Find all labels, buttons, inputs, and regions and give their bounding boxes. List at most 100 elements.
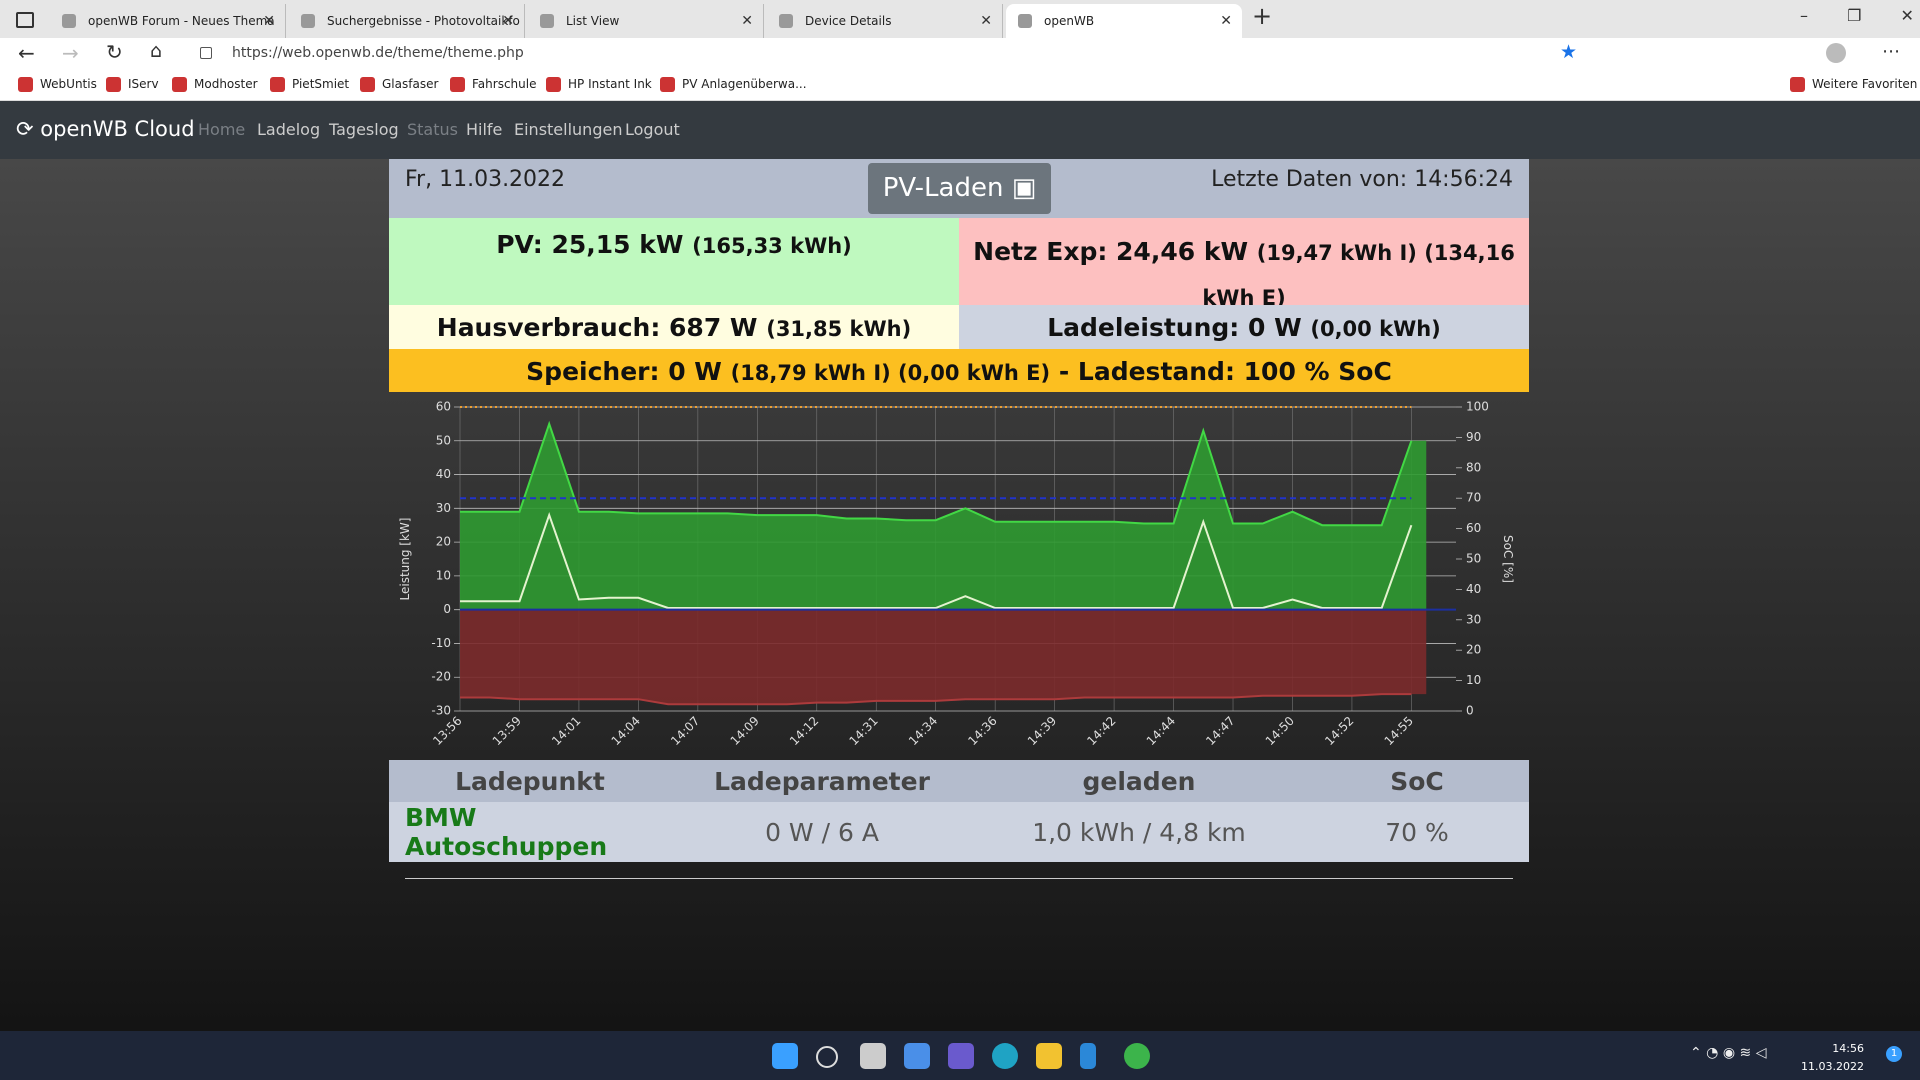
tab-actions-icon[interactable] — [16, 12, 34, 28]
nav-link[interactable]: Tageslog — [329, 120, 399, 139]
taskbar-app[interactable] — [860, 1043, 886, 1069]
x-tick-label: 14:31 — [846, 714, 880, 748]
nav-link[interactable]: Home — [198, 120, 246, 139]
header-row: Fr, 11.03.2022 PV-Laden ▣ Letzte Daten v… — [389, 159, 1529, 218]
last-data: Letzte Daten von: 14:56:24 — [1211, 167, 1513, 192]
x-tick-label: 14:12 — [787, 714, 821, 748]
tab-close[interactable]: ✕ — [741, 13, 753, 29]
nav-link[interactable]: Status — [407, 120, 458, 139]
storage-detail: (18,79 kWh I) (0,00 kWh E) — [730, 361, 1051, 385]
back-button[interactable]: ← — [18, 41, 35, 65]
tab-title: Suchergebnisse - Photovoltaikfo — [327, 14, 520, 28]
area — [460, 423, 1427, 610]
tab-close[interactable]: ✕ — [1220, 13, 1232, 29]
taskbar-app[interactable] — [1124, 1043, 1150, 1069]
grid-stat: Netz Exp: 24,46 kW (19,47 kWh I) (134,16… — [959, 218, 1529, 310]
nav-link[interactable]: Einstellungen — [514, 120, 623, 139]
profile[interactable] — [1826, 43, 1846, 63]
lock-icon — [200, 47, 212, 59]
taskbar-app[interactable] — [992, 1043, 1018, 1069]
tab-close[interactable]: ✕ — [263, 13, 275, 29]
storage-stat: Speicher: 0 W (18,79 kWh I) (0,00 kWh E)… — [389, 349, 1529, 392]
area-edge — [460, 693, 1412, 706]
tab-close[interactable]: ✕ — [502, 13, 514, 29]
column-header: SoC — [1305, 760, 1529, 802]
bookmark[interactable]: WebUntis — [18, 77, 97, 92]
bookmark[interactable]: Glasfaser — [360, 77, 438, 92]
nav-link[interactable]: Logout — [625, 120, 680, 139]
notification-badge[interactable]: 1 — [1886, 1046, 1902, 1062]
y2-tick-label: 10 — [1466, 673, 1481, 687]
y2-tick-label: 50 — [1466, 552, 1481, 566]
cell: 70 % — [1305, 802, 1529, 862]
nav-link[interactable]: Ladelog — [257, 120, 321, 139]
home-button[interactable]: ⌂ — [150, 40, 163, 62]
y-tick-label: 40 — [436, 467, 451, 481]
y-tick-label: -20 — [431, 670, 451, 684]
menu[interactable]: ⋯ — [1882, 41, 1900, 62]
tray-icons[interactable]: ⌃ ◔ ◉ ≋ ◁ — [1690, 1045, 1767, 1061]
bookmark[interactable]: Modhoster — [172, 77, 258, 92]
cell: 0 W / 6 A — [671, 802, 973, 862]
tab[interactable]: List View ✕ — [528, 4, 764, 38]
y2-tick-label: 80 — [1466, 460, 1481, 474]
new-tab-button[interactable]: + — [1252, 2, 1273, 30]
tab[interactable]: Device Details ✕ — [767, 4, 1003, 38]
taskbar-app[interactable] — [904, 1043, 930, 1069]
bookmark[interactable]: IServ — [106, 77, 159, 92]
taskbar-app[interactable] — [1080, 1043, 1096, 1069]
storage-soc: - Ladestand: 100 % SoC — [1058, 357, 1392, 386]
bookmark[interactable]: PietSmiet — [270, 77, 349, 92]
y2-axis-label: SoC [%] — [1501, 535, 1515, 583]
x-tick-label: 14:52 — [1322, 714, 1356, 748]
brand[interactable]: ⟳ openWB Cloud — [16, 117, 195, 141]
taskbar-app[interactable] — [1036, 1043, 1062, 1069]
y2-tick-label: 70 — [1466, 491, 1481, 505]
chargepoint-table: Ladepunkt Ladeparameter geladen SoC BMW … — [389, 760, 1529, 862]
taskbar-app[interactable] — [948, 1043, 974, 1069]
x-tick-label: 14:55 — [1382, 714, 1416, 748]
bookmark[interactable]: PV Anlagenüberwa... — [660, 77, 807, 92]
tab-icon — [1018, 14, 1032, 28]
y2-tick-label: 30 — [1466, 612, 1481, 626]
y-tick-label: 10 — [436, 568, 451, 582]
house-main: Hausverbrauch: 687 W — [436, 313, 758, 342]
url[interactable]: https://web.openwb.de/theme/theme.php — [232, 45, 524, 61]
brand-text[interactable]: openWB Cloud — [40, 117, 195, 141]
x-tick-label: 14:01 — [549, 714, 583, 748]
y2-tick-label: 20 — [1466, 643, 1481, 657]
tab[interactable]: Suchergebnisse - Photovoltaikfo ✕ — [289, 4, 525, 38]
bookmark[interactable]: Fahrschule — [450, 77, 536, 92]
pv-stat: PV: 25,15 kW (165,33 kWh) — [389, 218, 959, 305]
y-tick-label: 0 — [443, 602, 451, 616]
tab-title: openWB — [1044, 14, 1095, 28]
y2-tick-label: 60 — [1466, 521, 1481, 535]
favorite-star[interactable]: ★ — [1560, 41, 1578, 63]
mode-button[interactable]: PV-Laden ▣ — [868, 163, 1051, 214]
bookmark[interactable]: HP Instant Ink — [546, 77, 652, 92]
x-tick-label: 14:36 — [965, 714, 999, 748]
tab[interactable]: openWB Forum - Neues Thema ✕ — [50, 4, 286, 38]
mode-text[interactable]: PV-Laden — [882, 173, 1004, 203]
tab-icon — [540, 14, 554, 28]
reload-button[interactable]: ↻ — [106, 40, 123, 64]
charging-detail: (0,00 kWh) — [1310, 317, 1441, 341]
house-stat: Hausverbrauch: 687 W (31,85 kWh) — [389, 305, 959, 349]
stats-row: Hausverbrauch: 687 W (31,85 kWh) Ladelei… — [389, 305, 1529, 349]
x-tick-label: 14:50 — [1263, 714, 1297, 748]
taskbar: ⌃ ◔ ◉ ≋ ◁ 14:56 11.03.2022 1 — [0, 1031, 1920, 1080]
y-tick-label: -10 — [431, 636, 451, 650]
clock[interactable]: 14:56 11.03.2022 — [1801, 1042, 1864, 1073]
forward-button[interactable]: → — [62, 41, 79, 65]
tab-close[interactable]: ✕ — [980, 13, 992, 29]
nav-link[interactable]: Hilfe — [466, 120, 503, 139]
search-button[interactable] — [816, 1046, 838, 1068]
area — [460, 609, 1427, 705]
window-controls[interactable]: – ❐ ✕ — [1800, 6, 1914, 25]
column-header: Ladeparameter — [671, 760, 973, 802]
bookmarks-bar: Weitere Favoriten WebUntis IServ Modhoster… — [0, 69, 1920, 101]
tab[interactable]: openWB ✕ — [1006, 4, 1242, 38]
start-button[interactable] — [772, 1043, 798, 1069]
x-tick-label: 14:09 — [728, 714, 762, 748]
other-favorites[interactable]: Weitere Favoriten — [1790, 77, 1917, 92]
